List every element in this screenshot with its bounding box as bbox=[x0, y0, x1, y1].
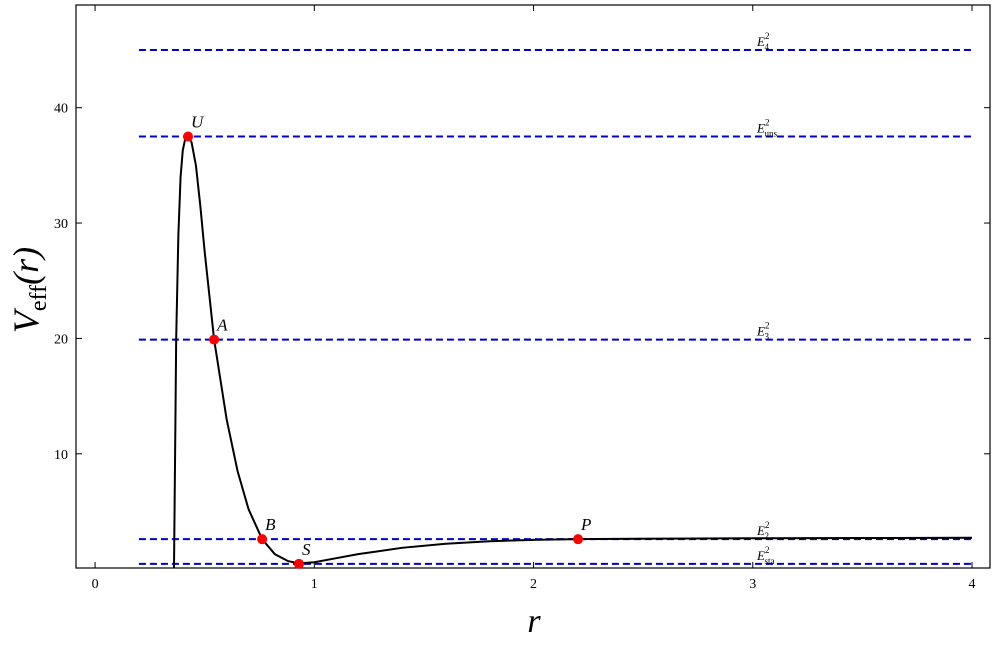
level-sup: 2 bbox=[765, 321, 770, 331]
point bbox=[293, 558, 304, 569]
y-tick-label: 20 bbox=[54, 332, 68, 347]
potential-curve bbox=[173, 134, 973, 569]
level-label: E2 2 bbox=[756, 520, 769, 541]
level-label: E2 4 bbox=[756, 31, 769, 52]
x-axis-label: r bbox=[527, 603, 541, 640]
level-sub: sta bbox=[764, 556, 774, 566]
level-sub: 3 bbox=[764, 332, 769, 342]
y-tick-label: 10 bbox=[54, 448, 68, 463]
level-symbol: E bbox=[756, 548, 765, 563]
level-symbol: E bbox=[756, 34, 765, 49]
point bbox=[257, 534, 268, 545]
y-label-sub: eff bbox=[26, 285, 52, 311]
level-symbol: E bbox=[756, 523, 765, 538]
point bbox=[183, 131, 194, 142]
level-symbol: E bbox=[756, 324, 765, 339]
level-sub: 4 bbox=[764, 42, 769, 52]
level-label: E2 uns bbox=[756, 118, 777, 139]
point-label: A bbox=[216, 316, 228, 335]
point-label: B bbox=[265, 515, 276, 534]
level-sup: 2 bbox=[765, 520, 770, 530]
level-sub: 2 bbox=[764, 531, 769, 541]
x-tick-label: 3 bbox=[749, 577, 756, 592]
point bbox=[573, 534, 584, 545]
x-tick-label: 1 bbox=[311, 577, 318, 592]
y-label-main: V bbox=[6, 307, 46, 333]
x-tick-label: 4 bbox=[969, 577, 976, 592]
level-sup: 2 bbox=[765, 118, 770, 128]
y-label-tail: (r) bbox=[6, 247, 46, 285]
level-label: E2 3 bbox=[756, 321, 769, 342]
point bbox=[209, 334, 220, 345]
level-sub: uns bbox=[764, 129, 777, 139]
level-sup: 2 bbox=[765, 545, 770, 555]
point-label: S bbox=[302, 540, 311, 559]
y-tick-label: 40 bbox=[54, 102, 68, 117]
y-tick-label: 30 bbox=[54, 217, 68, 232]
plot-frame bbox=[75, 4, 991, 569]
y-axis-label: Veff(r) bbox=[6, 247, 52, 333]
x-tick-label: 2 bbox=[530, 577, 537, 592]
point-label: U bbox=[191, 113, 205, 132]
point-label: P bbox=[580, 515, 591, 534]
level-sup: 2 bbox=[765, 31, 770, 41]
x-tick-label: 0 bbox=[92, 577, 99, 592]
level-symbol: E bbox=[756, 121, 765, 136]
level-label: E2 sta bbox=[756, 545, 774, 566]
